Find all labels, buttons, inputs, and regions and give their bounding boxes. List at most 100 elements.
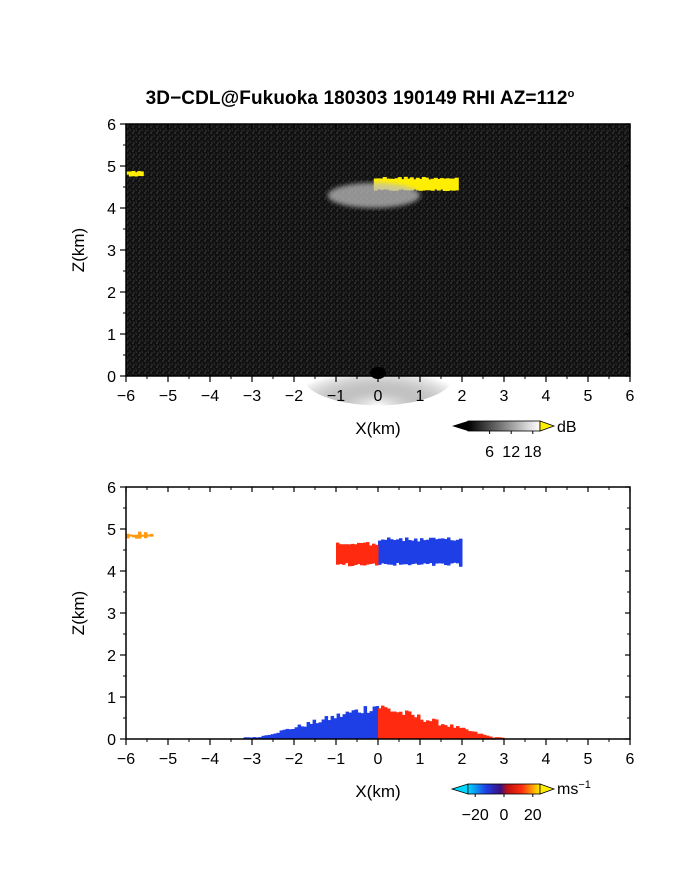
- velocity-cell: [414, 538, 418, 564]
- velocity-cell: [495, 737, 499, 740]
- reflectivity-xtick-label: −5: [159, 388, 177, 405]
- velocity-xtick-label: 1: [416, 751, 425, 768]
- echo-cell: [415, 177, 420, 191]
- title-text: 3D−CDL@Fukuoka 180303 190149 RHI AZ=112: [145, 88, 568, 109]
- colorbar-tick-label: 6: [485, 444, 494, 461]
- reflectivity-xtick-label: −2: [285, 388, 303, 405]
- velocity-cell: [462, 727, 466, 739]
- reflectivity-xtick-label: −1: [327, 388, 345, 405]
- reflectivity-ytick-label: 3: [107, 243, 116, 260]
- reflectivity-ytick-label: 1: [107, 327, 116, 344]
- velocity-xtick-label: −1: [327, 751, 345, 768]
- velocity-cell: [387, 537, 391, 565]
- velocity-cell: [372, 543, 376, 564]
- echo-cell: [451, 178, 456, 191]
- velocity-cell: [453, 540, 457, 563]
- velocity-cell: [129, 534, 133, 537]
- velocity-cell: [480, 733, 484, 739]
- velocity-cell: [477, 733, 481, 739]
- velocity-xtick-label: 4: [542, 751, 551, 768]
- echo-cell: [409, 177, 414, 191]
- velocity-cell: [252, 737, 257, 740]
- velocity-cell: [459, 538, 463, 567]
- echo-cell: [442, 178, 447, 191]
- velocity-cell: [396, 712, 400, 739]
- velocity-cell: [339, 544, 343, 565]
- echo-cell: [131, 170, 136, 177]
- velocity-cell: [339, 716, 344, 739]
- velocity-cell: [144, 532, 148, 539]
- colorbar-tick-label: 12: [502, 444, 520, 461]
- velocity-cell: [261, 735, 266, 739]
- echo-cell: [412, 179, 417, 190]
- echo-ground-receding: [243, 706, 380, 740]
- velocity-cell: [351, 710, 356, 739]
- velocity-cell: [150, 533, 154, 537]
- velocity-ytick-label: 4: [107, 564, 116, 581]
- velocity-cell: [375, 544, 379, 566]
- echo-cloud-receding: [378, 537, 463, 567]
- velocity-cell: [309, 723, 314, 739]
- velocity-cell: [126, 533, 130, 539]
- velocity-cell: [273, 733, 278, 739]
- velocity-cell: [300, 726, 305, 739]
- velocity-cell: [303, 726, 308, 739]
- velocity-cell: [366, 712, 371, 739]
- velocity-xtick-label: −2: [285, 751, 303, 768]
- velocity-cell: [420, 538, 424, 565]
- echo-cell: [397, 177, 402, 190]
- velocity-cell: [369, 545, 373, 564]
- velocity-cell: [132, 534, 136, 538]
- reflectivity-xtick-label: 1: [416, 388, 425, 405]
- echo-cell: [448, 178, 453, 191]
- reflectivity-xtick-label: −6: [117, 388, 135, 405]
- echo-cell: [418, 178, 423, 191]
- velocity-cell: [411, 540, 415, 565]
- velocity-cell: [333, 718, 338, 739]
- echo-cell: [403, 176, 408, 191]
- velocity-cell: [387, 708, 391, 739]
- velocity-cell: [378, 708, 382, 739]
- colorbar-tick-label: 18: [524, 444, 542, 461]
- velocity-cell: [459, 727, 463, 739]
- velocity-cell: [435, 719, 439, 739]
- velocity-cell: [414, 717, 418, 739]
- echo-cell: [134, 172, 139, 177]
- velocity-cell: [426, 539, 430, 565]
- reflectivity-xtick-label: 4: [542, 388, 551, 405]
- colorbar-gradient: [467, 420, 541, 432]
- velocity-cell: [342, 544, 346, 565]
- velocity-cell: [264, 735, 269, 739]
- velocity-echoes: [126, 531, 505, 740]
- echo-blob: [327, 182, 420, 208]
- velocity-cell: [363, 706, 368, 739]
- reflectivity-xtick-label: −4: [201, 388, 219, 405]
- velocity-cell: [408, 711, 412, 739]
- echo-edge-echo: [126, 531, 154, 539]
- velocity-cell: [486, 735, 490, 739]
- velocity-cell: [489, 736, 493, 739]
- velocity-cell: [384, 539, 388, 565]
- velocity-cell: [312, 719, 317, 739]
- velocity-cell: [393, 711, 397, 739]
- velocity-xlabel: X(km): [355, 782, 400, 801]
- velocity-background: [126, 487, 630, 739]
- velocity-cell: [417, 541, 421, 565]
- velocity-cell: [423, 721, 427, 739]
- reflectivity-background: [126, 124, 630, 376]
- colorbar-tick-label: 0: [500, 807, 509, 824]
- velocity-ylabel: Z(km): [69, 591, 88, 635]
- reflectivity-xtick-label: 6: [626, 388, 635, 405]
- velocity-cell: [279, 730, 284, 739]
- reflectivity-ytick-label: 5: [107, 159, 116, 176]
- velocity-cell: [474, 731, 478, 739]
- echo-cell: [140, 171, 144, 177]
- colorbar-unit: ms−1: [557, 779, 591, 798]
- velocity-cell: [384, 707, 388, 739]
- echo-cell: [406, 178, 411, 191]
- echo-cell: [433, 177, 438, 190]
- velocity-cell: [342, 714, 347, 739]
- velocity-cell: [432, 718, 436, 739]
- velocity-cell: [411, 714, 415, 739]
- velocity-cell: [444, 539, 448, 566]
